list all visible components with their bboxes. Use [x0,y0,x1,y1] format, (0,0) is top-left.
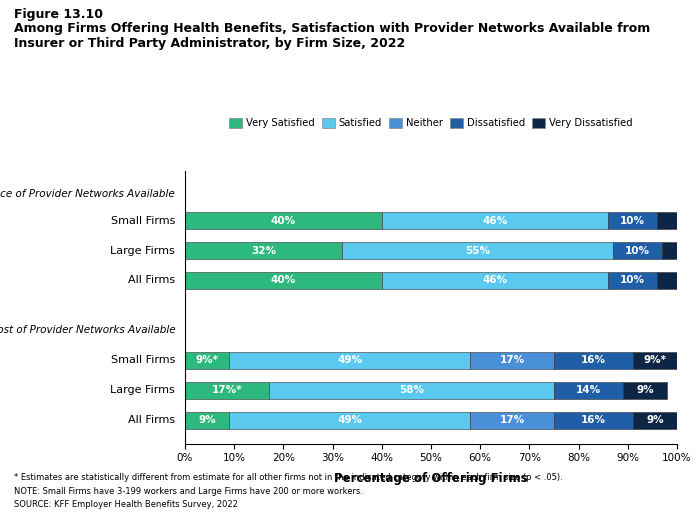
Bar [229,412,470,429]
Text: * Estimates are statistically different from estimate for all other firms not in: * Estimates are statistically different … [14,472,563,481]
Text: 46%: 46% [482,276,507,286]
Bar [229,352,470,369]
Text: 10%: 10% [621,276,645,286]
Bar [554,382,623,399]
Text: 32%: 32% [251,246,276,256]
Bar [633,412,677,429]
Bar [633,352,677,369]
Text: 16%: 16% [581,415,606,425]
Bar [269,382,554,399]
Text: 17%: 17% [500,355,525,365]
Text: Figure 13.10: Figure 13.10 [14,8,103,21]
Text: 17%: 17% [500,415,525,425]
Bar [185,242,343,259]
Text: 10%: 10% [621,216,645,226]
Legend: Very Satisfied, Satisfied, Neither, Dissatisfied, Very Dissatisfied: Very Satisfied, Satisfied, Neither, Diss… [229,118,633,129]
Text: 9%: 9% [637,385,654,395]
Text: Small Firms: Small Firms [111,355,175,365]
Bar [185,352,229,369]
Text: 49%: 49% [337,355,362,365]
Text: Choice of Provider Networks Available: Choice of Provider Networks Available [0,189,175,199]
Bar [470,412,554,429]
Bar [185,382,269,399]
Bar [608,212,658,229]
Bar [554,352,633,369]
Text: Cost of Provider Networks Available: Cost of Provider Networks Available [0,326,175,335]
Text: Small Firms: Small Firms [111,216,175,226]
Bar [470,352,554,369]
Text: Large Firms: Large Firms [110,385,175,395]
Text: Among Firms Offering Health Benefits, Satisfaction with Provider Networks Availa: Among Firms Offering Health Benefits, Sa… [14,22,651,35]
Text: 46%: 46% [482,216,507,226]
Text: All Firms: All Firms [128,415,175,425]
Bar [608,272,658,289]
Text: 14%: 14% [576,385,601,395]
Bar [185,412,229,429]
X-axis label: Percentage of Offering Firms: Percentage of Offering Firms [334,471,528,485]
Text: 58%: 58% [399,385,424,395]
Text: 9%: 9% [198,415,216,425]
Text: SOURCE: KFF Employer Health Benefits Survey, 2022: SOURCE: KFF Employer Health Benefits Sur… [14,500,238,509]
Text: 17%*: 17%* [211,385,242,395]
Bar [658,272,677,289]
Bar [382,212,608,229]
Bar [185,272,382,289]
Text: 40%: 40% [271,276,296,286]
Bar [343,242,613,259]
Text: 49%: 49% [337,415,362,425]
Text: NOTE: Small Firms have 3-199 workers and Large Firms have 200 or more workers.: NOTE: Small Firms have 3-199 workers and… [14,487,363,496]
Text: 55%: 55% [466,246,490,256]
Text: 40%: 40% [271,216,296,226]
Bar [185,212,382,229]
Bar [658,212,677,229]
Text: All Firms: All Firms [128,276,175,286]
Bar [382,272,608,289]
Bar [613,242,662,259]
Text: 9%*: 9%* [195,355,218,365]
Bar [623,382,667,399]
Text: 9%*: 9%* [644,355,667,365]
Bar [554,412,633,429]
Text: 16%: 16% [581,355,606,365]
Text: 9%: 9% [646,415,664,425]
Text: Insurer or Third Party Administrator, by Firm Size, 2022: Insurer or Third Party Administrator, by… [14,37,406,50]
Bar [662,242,677,259]
Text: Large Firms: Large Firms [110,246,175,256]
Text: 10%: 10% [625,246,651,256]
